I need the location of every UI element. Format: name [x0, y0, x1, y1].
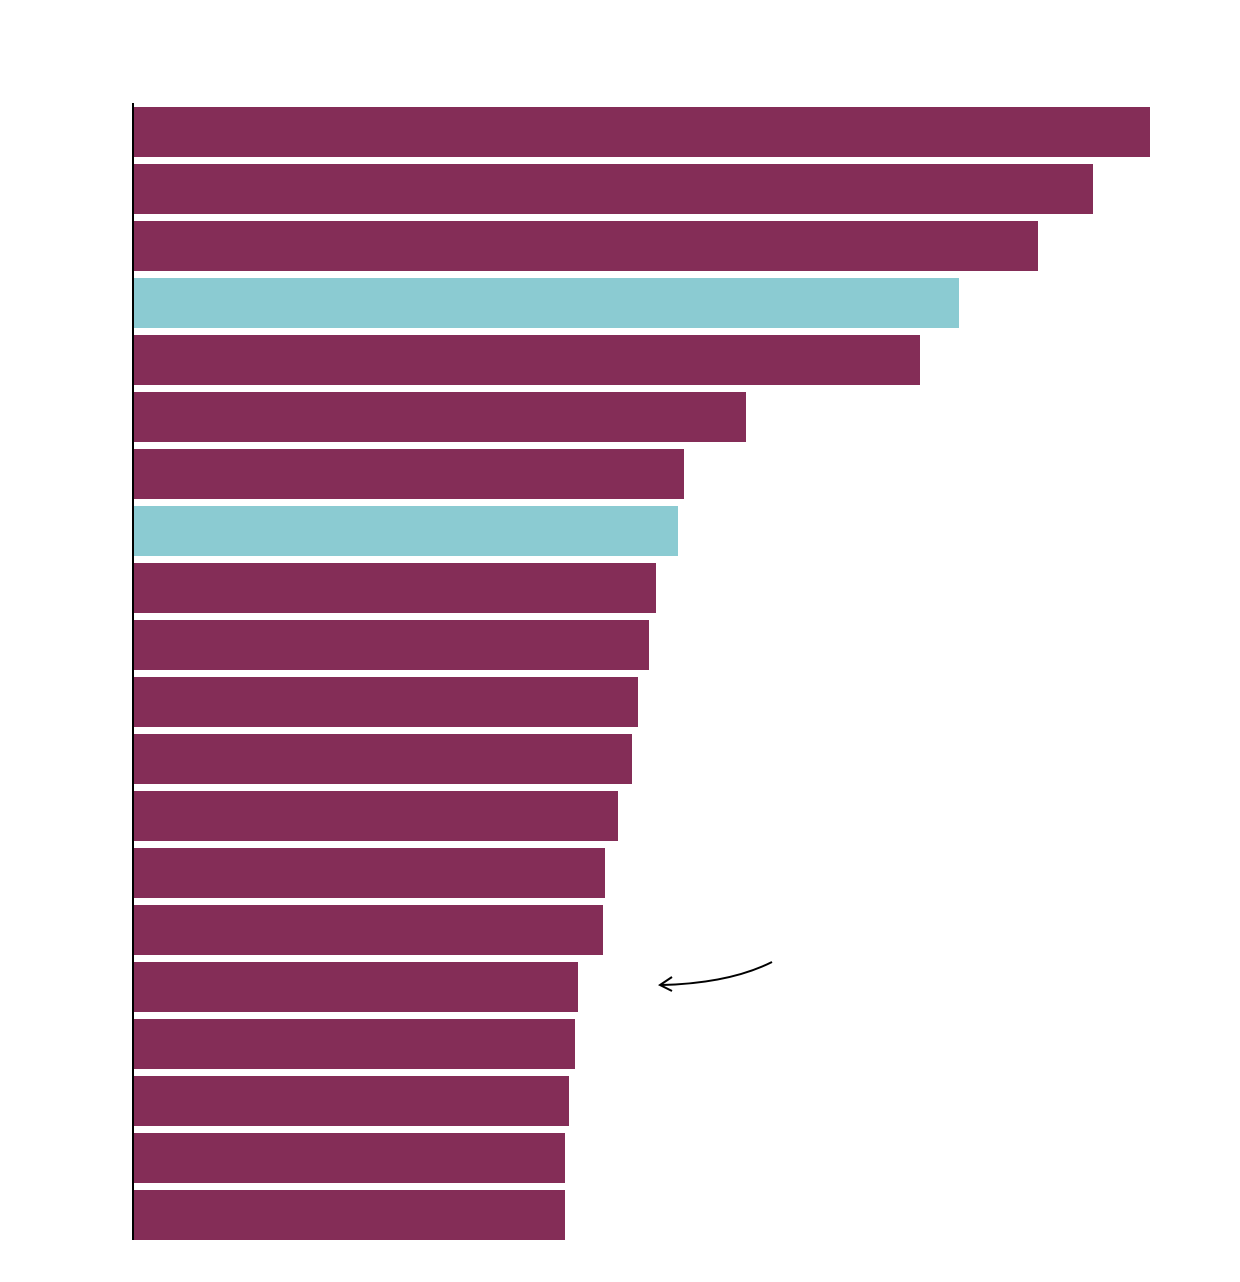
bar — [133, 905, 603, 955]
bar — [133, 563, 656, 613]
bar — [133, 734, 632, 784]
bar — [133, 962, 578, 1012]
annotation-arrow — [661, 961, 773, 986]
bar — [133, 1019, 575, 1069]
bar — [133, 335, 920, 385]
bar — [133, 1190, 565, 1240]
annotation-arrowhead — [658, 976, 673, 992]
bar — [133, 221, 1038, 271]
bar — [133, 449, 684, 499]
bar — [133, 107, 1150, 157]
bar — [133, 164, 1093, 214]
bar — [133, 848, 605, 898]
bar — [133, 677, 638, 727]
bar — [133, 1076, 569, 1126]
bar — [133, 278, 959, 328]
bar — [133, 392, 746, 442]
bar — [133, 791, 618, 841]
bar — [133, 620, 649, 670]
bar — [133, 506, 678, 556]
bar — [133, 1133, 565, 1183]
